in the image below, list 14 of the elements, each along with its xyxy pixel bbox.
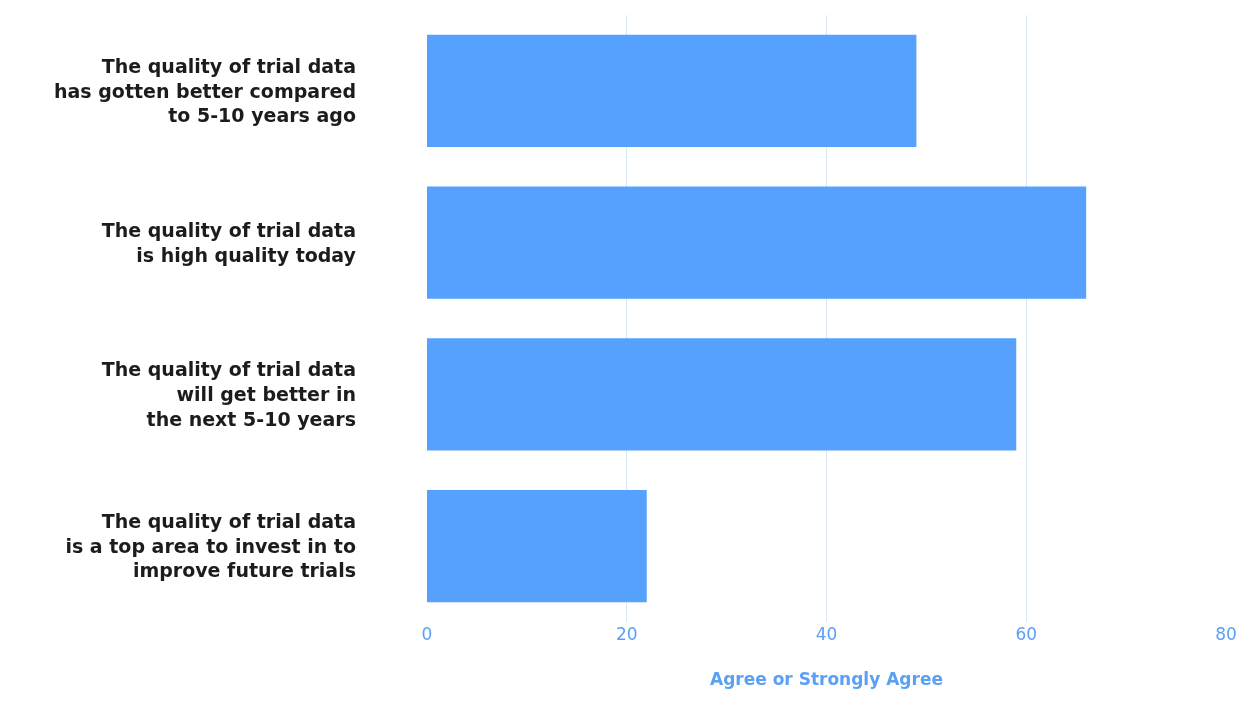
- x-tick-label: 60: [1015, 624, 1038, 644]
- bar: [427, 338, 1017, 451]
- y-tick-label: The quality of trial data has gotten better compared to 5-10 years ago: [53, 54, 356, 127]
- x-tick-label: 0: [421, 624, 433, 644]
- y-tick-label: The quality of trial data is a top area to invest in to improve future trials: [65, 510, 356, 582]
- bar: [427, 186, 1087, 299]
- x-tick-label: 20: [615, 624, 638, 644]
- x-tick-label: 80: [1215, 624, 1237, 644]
- y-tick-label: The quality of trial data will get better in the next 5-10 years: [101, 358, 356, 430]
- x-axis-title: Agree or Strongly Agree: [710, 669, 943, 690]
- bar: [427, 34, 917, 148]
- x-tick-label: 40: [815, 624, 838, 644]
- bar: [427, 489, 647, 603]
- y-tick-label: The quality of trial data is high quality today: [101, 218, 357, 266]
